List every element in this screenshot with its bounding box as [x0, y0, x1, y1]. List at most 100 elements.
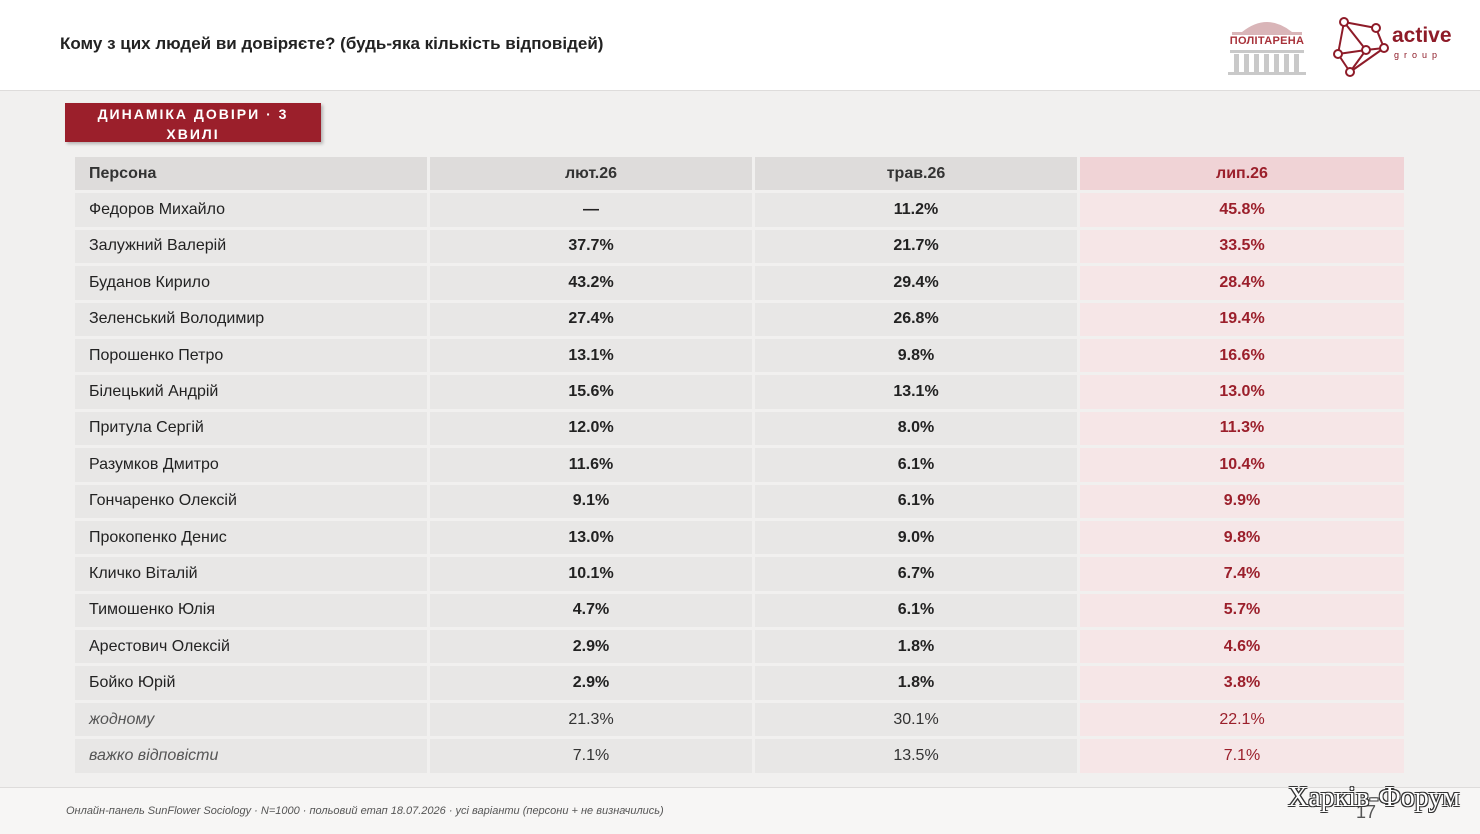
value-jul: 9.9%: [1080, 484, 1404, 518]
value-may: 29.4%: [755, 266, 1077, 300]
value-may: 11.2%: [755, 193, 1077, 227]
table-row: Тимошенко Юлія 4.7% 6.1% 5.7%: [75, 593, 1406, 630]
person-name: Білецький Андрій: [75, 375, 427, 409]
person-name: Разумков Дмитро: [75, 448, 427, 482]
table-row: Прокопенко Денис 13.0% 9.0% 9.8%: [75, 520, 1406, 557]
person-name: Прокопенко Денис: [75, 520, 427, 555]
value-may: 21.7%: [755, 229, 1077, 264]
person-name: Зеленський Володимир: [75, 302, 427, 336]
badge-line-1: ДИНАМІКА ДОВІРИ · 3: [97, 106, 289, 122]
value-may: 6.1%: [755, 484, 1077, 518]
value-jul: 16.6%: [1080, 338, 1404, 373]
slide-footer: Онлайн-панель SunFlower Sociology · N=10…: [0, 787, 1480, 834]
value-jul: 3.8%: [1080, 666, 1404, 700]
active-logo-word: active: [1392, 24, 1452, 47]
person-name: Залужний Валерій: [75, 229, 427, 264]
politarena-logo: ПОЛІТАРЕНА: [1224, 14, 1310, 76]
value-feb: 37.7%: [430, 229, 752, 264]
value-feb: 21.3%: [430, 702, 752, 737]
value-jul: 5.7%: [1080, 593, 1404, 628]
active-logo-sub: group: [1394, 50, 1443, 60]
network-icon: [1333, 17, 1389, 77]
value-jul: 45.8%: [1080, 193, 1404, 227]
table-row: Білецький Андрій 15.6% 13.1% 13.0%: [75, 375, 1406, 411]
trust-table: Персона лют.26 трав.26 лип.26 Федоров Ми…: [75, 157, 1406, 776]
badge-line-2: ХВИЛІ: [166, 126, 220, 142]
value-feb: 12.0%: [430, 411, 752, 446]
page-title: Кому з цих людей ви довіряєте? (будь-яка…: [60, 34, 604, 53]
value-feb: 11.6%: [430, 448, 752, 482]
value-feb: 43.2%: [430, 266, 752, 300]
person-name: Тимошенко Юлія: [75, 593, 427, 628]
parliament-icon: [1228, 22, 1306, 75]
person-name: Гончаренко Олексій: [75, 484, 427, 518]
column-header-feb: лют.26: [430, 157, 752, 191]
value-may: 9.0%: [755, 520, 1077, 555]
person-name: Кличко Віталій: [75, 557, 427, 591]
person-name: Бойко Юрій: [75, 666, 427, 700]
value-feb: 27.4%: [430, 302, 752, 336]
methodology-note: Онлайн-панель SunFlower Sociology · N=10…: [66, 805, 664, 817]
value-feb: 13.0%: [430, 520, 752, 555]
table-row: Притула Сергій 12.0% 8.0% 11.3%: [75, 411, 1406, 448]
person-name: Порошенко Петро: [75, 338, 427, 373]
value-jul: 9.8%: [1080, 520, 1404, 555]
table-row: Арестович Олексій 2.9% 1.8% 4.6%: [75, 630, 1406, 666]
person-name: Федоров Михайло: [75, 193, 427, 227]
table-row: Буданов Кирило 43.2% 29.4% 28.4%: [75, 266, 1406, 302]
value-may: 9.8%: [755, 338, 1077, 373]
table-row: важко відповісти 7.1% 13.5% 7.1%: [75, 739, 1406, 775]
value-jul: 11.3%: [1080, 411, 1404, 446]
table-row: Кличко Віталій 10.1% 6.7% 7.4%: [75, 557, 1406, 593]
value-feb: —: [430, 193, 752, 227]
value-may: 1.8%: [755, 666, 1077, 700]
value-feb: 2.9%: [430, 630, 752, 664]
value-jul: 33.5%: [1080, 229, 1404, 264]
column-header-person: Персона: [75, 157, 427, 191]
table-row: Порошенко Петро 13.1% 9.8% 16.6%: [75, 338, 1406, 375]
table-header-row: Персона лют.26 трав.26 лип.26: [75, 157, 1406, 193]
value-jul: 4.6%: [1080, 630, 1404, 664]
value-may: 30.1%: [755, 702, 1077, 737]
value-feb: 2.9%: [430, 666, 752, 700]
watermark: Харків-Форум: [1288, 782, 1460, 813]
value-may: 6.1%: [755, 593, 1077, 628]
value-feb: 15.6%: [430, 375, 752, 409]
person-name: Буданов Кирило: [75, 266, 427, 300]
slide-header: Кому з цих людей ви довіряєте? (будь-яка…: [0, 0, 1480, 91]
table-row: Федоров Михайло — 11.2% 45.8%: [75, 193, 1406, 229]
value-may: 1.8%: [755, 630, 1077, 664]
value-feb: 7.1%: [430, 739, 752, 773]
value-may: 6.1%: [755, 448, 1077, 482]
page-number: 17: [1356, 802, 1377, 822]
value-jul: 7.1%: [1080, 739, 1404, 773]
value-feb: 4.7%: [430, 593, 752, 628]
table-row: жодному 21.3% 30.1% 22.1%: [75, 702, 1406, 739]
person-name: Арестович Олексій: [75, 630, 427, 664]
table-row: Залужний Валерій 37.7% 21.7% 33.5%: [75, 229, 1406, 266]
value-may: 13.1%: [755, 375, 1077, 409]
table-row: Разумков Дмитро 11.6% 6.1% 10.4%: [75, 448, 1406, 484]
table-row: Зеленський Володимир 27.4% 26.8% 19.4%: [75, 302, 1406, 339]
value-jul: 28.4%: [1080, 266, 1404, 300]
value-feb: 13.1%: [430, 338, 752, 373]
value-may: 8.0%: [755, 411, 1077, 446]
table-row: Гончаренко Олексій 9.1% 6.1% 9.9%: [75, 484, 1406, 521]
active-group-logo: active group: [1330, 14, 1460, 78]
column-header-may: трав.26: [755, 157, 1077, 191]
column-header-jul: лип.26: [1080, 157, 1404, 191]
value-jul: 7.4%: [1080, 557, 1404, 591]
value-feb: 10.1%: [430, 557, 752, 591]
value-may: 13.5%: [755, 739, 1077, 773]
value-may: 26.8%: [755, 302, 1077, 336]
value-jul: 13.0%: [1080, 375, 1404, 409]
value-feb: 9.1%: [430, 484, 752, 518]
person-name: жодному: [75, 702, 427, 737]
value-jul: 22.1%: [1080, 702, 1404, 737]
politarena-logo-text: ПОЛІТАРЕНА: [1229, 35, 1305, 47]
person-name: Притула Сергій: [75, 411, 427, 446]
value-may: 6.7%: [755, 557, 1077, 591]
section-badge: ДИНАМІКА ДОВІРИ · 3 ХВИЛІ: [65, 103, 321, 142]
value-jul: 19.4%: [1080, 302, 1404, 336]
person-name: важко відповісти: [75, 739, 427, 773]
